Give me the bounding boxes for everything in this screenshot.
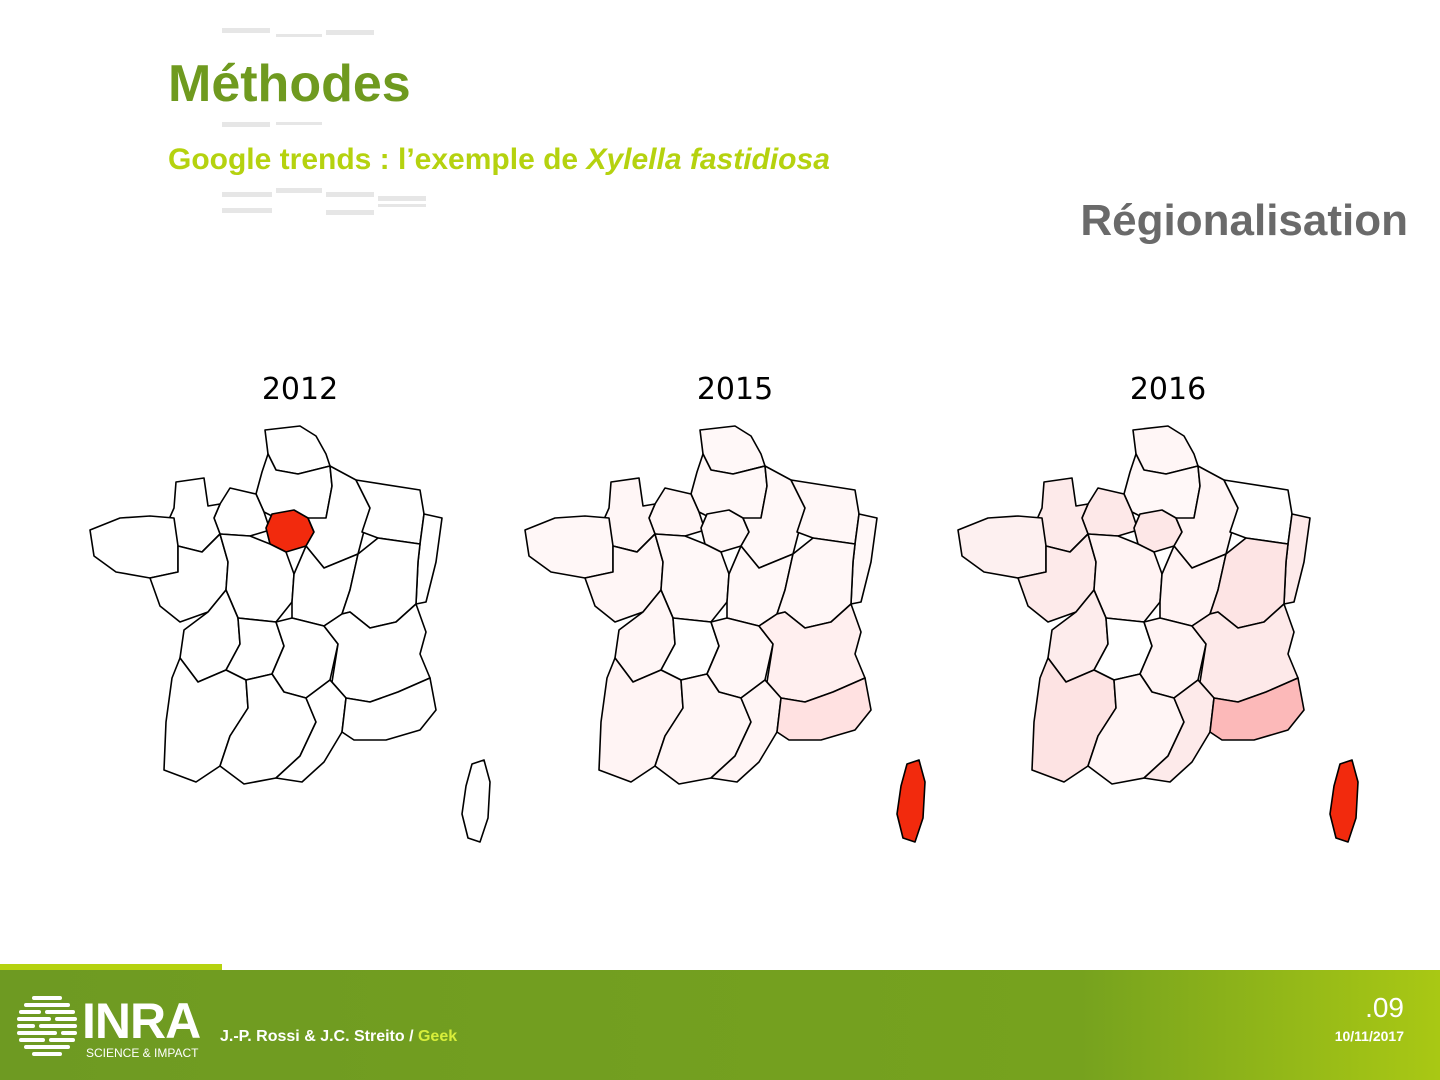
page-number: .09 — [1365, 992, 1404, 1023]
france-map-2016 — [957, 425, 1359, 843]
map-year-label: 2012 — [261, 372, 339, 407]
decorative-bars — [220, 26, 440, 226]
map-year-label: 2016 — [1129, 372, 1207, 407]
france-map-2012 — [89, 425, 491, 843]
map-panel-2016: 2016 — [948, 372, 1359, 872]
region-paca — [341, 677, 437, 741]
map-panel-2015: 2015 — [515, 372, 926, 872]
region-lan — [1143, 679, 1215, 783]
authors-names: J.-P. Rossi & J.C. Streito / — [220, 1028, 418, 1045]
inra-logo: INRA SCIENCE & IMPACT — [14, 990, 204, 1070]
map-panel-2012: 2012 — [80, 372, 491, 872]
slide-subtitle: Google trends : l’exemple de Xylella fas… — [168, 143, 830, 177]
logo-wordmark: INRA — [82, 993, 201, 1049]
authors-credit: J.-P. Rossi & J.C. Streito / Geek — [220, 1028, 457, 1046]
slide-title: Méthodes — [168, 55, 411, 113]
authors-group: Geek — [417, 1028, 458, 1045]
region-cor — [1329, 759, 1359, 843]
region-cor — [461, 759, 491, 843]
logo-tagline: SCIENCE & IMPACT — [86, 1046, 199, 1060]
region-cor — [896, 759, 926, 843]
map-year-label: 2015 — [696, 372, 774, 407]
footer-bar: INRA SCIENCE & IMPACT J.-P. Rossi & J.C.… — [0, 970, 1440, 1080]
slide-date: 10/11/2017 — [1334, 1028, 1404, 1044]
region-paca — [776, 677, 872, 741]
region-bre — [957, 515, 1047, 579]
section-title: Régionalisation — [1080, 196, 1408, 245]
region-bre — [89, 515, 179, 579]
region-paca — [1209, 677, 1305, 741]
region-lan — [710, 679, 782, 783]
inra-logo-mark-icon — [17, 996, 77, 1056]
france-map-2015 — [524, 425, 926, 843]
footer-accent-line — [0, 964, 222, 970]
subtitle-prefix: Google trends : l’exemple de — [168, 143, 587, 176]
region-bre — [524, 515, 614, 579]
subtitle-species: Xylella fastidiosa — [586, 143, 830, 176]
region-lan — [275, 679, 347, 783]
